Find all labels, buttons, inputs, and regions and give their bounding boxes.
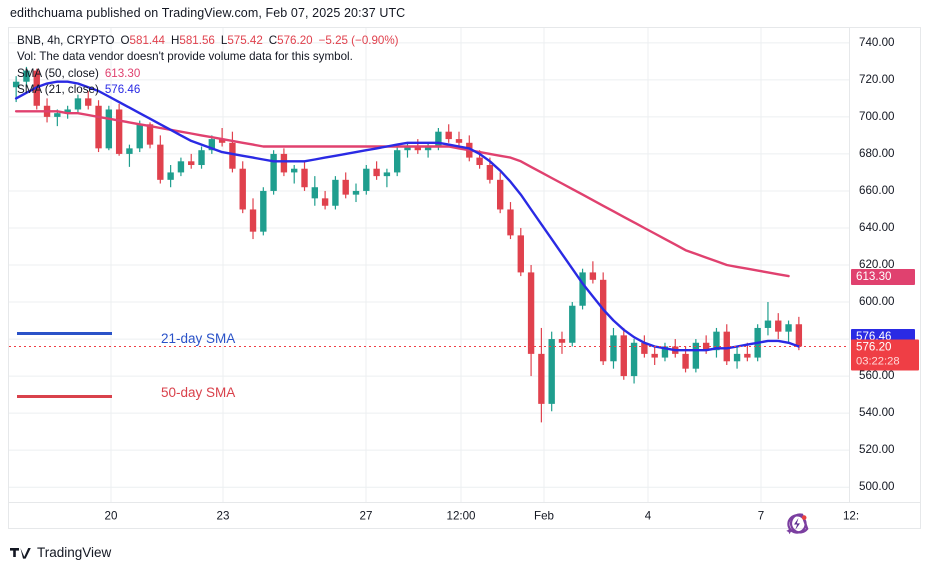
price-badge-last: 576.20 03:22:28 bbox=[851, 339, 919, 371]
footer-brand-text: TradingView bbox=[37, 545, 112, 560]
price-tick-680: 680.00 bbox=[859, 146, 895, 160]
time-tick-7: 12: bbox=[842, 509, 860, 523]
price-tick-740: 740.00 bbox=[859, 35, 895, 49]
price-tick-700: 700.00 bbox=[859, 109, 895, 123]
price-tick-540: 540.00 bbox=[859, 406, 895, 420]
annotation-label-21-sma: 21-day SMA bbox=[161, 331, 236, 346]
sma-line-1 bbox=[14, 80, 801, 352]
candlestick-svg bbox=[9, 28, 849, 502]
price-tick-600: 600.00 bbox=[859, 295, 895, 309]
annotation-label-50-sma: 50-day SMA bbox=[161, 385, 236, 400]
time-tick-4: Feb bbox=[534, 509, 554, 523]
price-tick-640: 640.00 bbox=[859, 220, 895, 234]
footer: TradingView bbox=[10, 545, 111, 560]
publisher-watermark-logo bbox=[782, 509, 812, 539]
time-tick-0: 20 bbox=[104, 509, 118, 523]
price-tick-620: 620.00 bbox=[859, 258, 895, 271]
price-badge-last-value: 576.20 bbox=[856, 340, 892, 354]
candlesticks bbox=[12, 66, 803, 423]
time-tick-3: 12:00 bbox=[446, 509, 476, 523]
chart-plot-area[interactable]: 21-day SMA 50-day SMA bbox=[9, 28, 849, 502]
time-tick-1: 23 bbox=[216, 509, 230, 523]
time-tick-2: 27 bbox=[359, 509, 373, 523]
price-badge-countdown: 03:22:28 bbox=[856, 355, 900, 368]
annotation-swatch-50-sma bbox=[17, 395, 112, 398]
price-badge-sma50: 613.30 bbox=[851, 269, 915, 286]
time-axis[interactable]: 20 23 27 12:00 Feb 4 7 12: bbox=[9, 502, 920, 528]
price-tick-520: 520.00 bbox=[859, 443, 895, 457]
price-axis[interactable]: 740.00 720.00 700.00 680.00 660.00 640.00 620.… bbox=[849, 28, 920, 502]
moving-average-lines bbox=[14, 80, 801, 352]
attribution-line: edithchuama published on TradingView.com… bbox=[10, 6, 406, 20]
annotation-swatch-21-sma bbox=[17, 332, 112, 335]
chart-frame: 21-day SMA 50-day SMA BNB, 4h, CRYPTO O58… bbox=[8, 27, 921, 535]
time-tick-6: 7 bbox=[757, 509, 765, 523]
tradingview-logo-icon bbox=[10, 546, 31, 560]
time-tick-5: 4 bbox=[644, 509, 652, 523]
price-tick-720: 720.00 bbox=[859, 72, 895, 86]
price-tick-560: 560.00 bbox=[859, 369, 895, 383]
grid-lines-vertical bbox=[110, 28, 762, 502]
price-tick-660: 660.00 bbox=[859, 183, 895, 197]
price-tick-500: 500.00 bbox=[859, 480, 895, 494]
sma-line-0 bbox=[14, 110, 790, 278]
